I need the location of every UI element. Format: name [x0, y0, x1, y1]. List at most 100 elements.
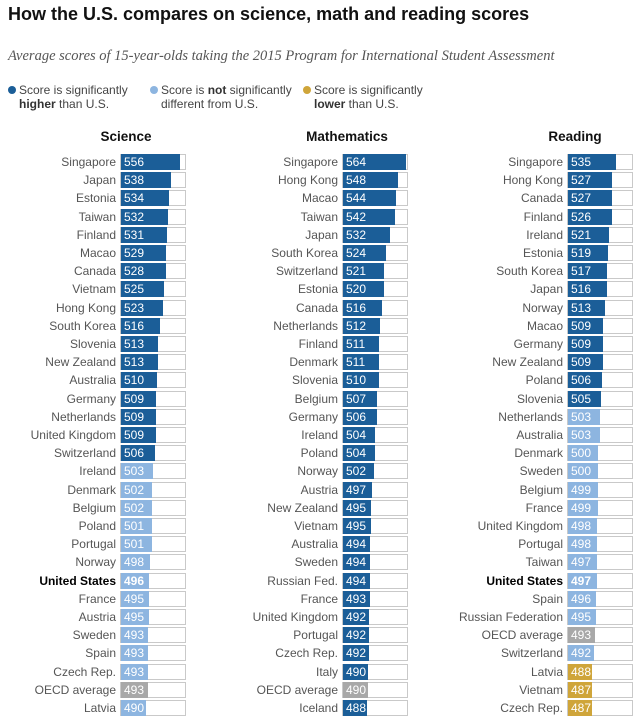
bar-track: 509	[120, 390, 186, 407]
bar	[121, 281, 164, 298]
value-label: 535	[571, 155, 592, 169]
country-label: Portugal	[518, 537, 563, 552]
legend-text: Score is significantly higher than U.S.	[19, 83, 128, 111]
value-label: 487	[571, 701, 592, 715]
bar-row: New Zealand 495	[0, 499, 408, 517]
bar-track: 544	[342, 190, 408, 207]
country-label: Ireland	[79, 464, 116, 479]
bar	[343, 372, 379, 389]
country-label: Poland	[300, 446, 338, 461]
bar-row: New Zealand 509	[0, 353, 633, 371]
bar-track: 497	[567, 554, 633, 571]
bar-track: 526	[567, 208, 633, 225]
bar	[121, 299, 163, 316]
bar-track: 490	[120, 700, 186, 716]
legend-dot-icon	[303, 86, 311, 94]
bar-track: 525	[120, 281, 186, 298]
country-label: Macao	[526, 318, 563, 333]
bar	[568, 645, 594, 662]
bar-row: France 493	[0, 590, 408, 608]
value-label: 499	[571, 500, 592, 515]
value-label: 544	[346, 191, 367, 206]
bar-row: France 495	[0, 590, 186, 608]
value-label: 510	[124, 373, 145, 388]
bar-row: Hong Kong 523	[0, 299, 186, 317]
bar	[568, 427, 600, 443]
bar-track: 496	[567, 590, 633, 607]
bar-track: 542	[342, 208, 408, 225]
country-label: OECD average	[34, 682, 116, 697]
country-label: Singapore	[508, 155, 563, 169]
bar-row: Estonia 534	[0, 189, 186, 207]
value-label: 534	[124, 191, 145, 206]
bar	[121, 499, 152, 516]
bar-track: 497	[567, 572, 633, 589]
bar-track: 492	[342, 627, 408, 644]
country-label: Canada	[295, 300, 338, 315]
bar-track: 496	[120, 572, 186, 589]
bar-track: 509	[120, 408, 186, 425]
bar	[568, 463, 598, 480]
country-label: South Korea	[271, 246, 338, 260]
bar-track: 493	[120, 645, 186, 662]
value-label: 502	[346, 464, 367, 479]
value-label: 509	[124, 428, 145, 442]
value-label: 507	[346, 391, 367, 406]
bar-track: 511	[342, 336, 408, 352]
bar-row: Australia 510	[0, 371, 186, 389]
panel-title: Mathematics	[306, 129, 388, 144]
value-label: 498	[571, 537, 592, 552]
value-label: 517	[571, 264, 592, 279]
bar-row: Sweden 494	[0, 553, 408, 571]
bar-row: Netherlands 509	[0, 408, 186, 426]
bar-row: Czech Rep. 487	[0, 699, 633, 717]
bar-track: 509	[567, 336, 633, 352]
bar	[568, 663, 592, 680]
bar-row: Portugal 501	[0, 535, 186, 553]
value-label: 497	[571, 573, 592, 588]
value-label: 524	[346, 246, 367, 260]
bar-track: 520	[342, 281, 408, 298]
bar-track: 531	[120, 226, 186, 243]
country-label: United States	[486, 573, 563, 588]
bar-track: 493	[342, 590, 408, 607]
country-label: Poland	[525, 373, 563, 388]
bar	[121, 445, 155, 462]
country-label: Belgium	[72, 500, 116, 515]
bar-track: 504	[342, 427, 408, 443]
bar	[121, 172, 171, 189]
country-label: Ireland	[301, 428, 338, 442]
bar-row: Portugal 498	[0, 535, 633, 553]
country-label: Macao	[79, 246, 116, 260]
bar-row: Netherlands 503	[0, 408, 633, 426]
value-label: 513	[124, 337, 145, 351]
bar-row: Canada 516	[0, 299, 408, 317]
bar-row: Canada 528	[0, 262, 186, 280]
bar-row: Ireland 521	[0, 226, 633, 244]
value-label: 509	[124, 409, 145, 424]
value-label: 496	[571, 591, 592, 606]
bar	[121, 190, 169, 207]
bar-track: 529	[120, 245, 186, 261]
bar	[121, 372, 157, 389]
country-label: Macao	[301, 191, 338, 206]
bar	[568, 627, 595, 644]
country-label: Belgium	[294, 391, 338, 406]
bar-track: 507	[342, 390, 408, 407]
bar-track: 528	[120, 263, 186, 280]
bar-row: Iceland 488	[0, 699, 408, 717]
bar-track: 523	[120, 299, 186, 316]
country-label: Singapore	[283, 155, 338, 169]
chart-title: How the U.S. compares on science, math a…	[8, 4, 530, 24]
bar-row: Czech Rep. 492	[0, 644, 408, 662]
country-label: Estonia	[297, 282, 338, 297]
bar-row: Denmark 500	[0, 444, 633, 462]
bar	[568, 263, 607, 280]
bar-row: Germany 509	[0, 390, 186, 408]
bar	[568, 681, 592, 698]
bar-track: 503	[120, 463, 186, 480]
value-label: 487	[571, 682, 592, 697]
value-label: 495	[346, 500, 367, 515]
bar-row: United Kingdom 492	[0, 608, 408, 626]
value-label: 509	[571, 337, 592, 351]
